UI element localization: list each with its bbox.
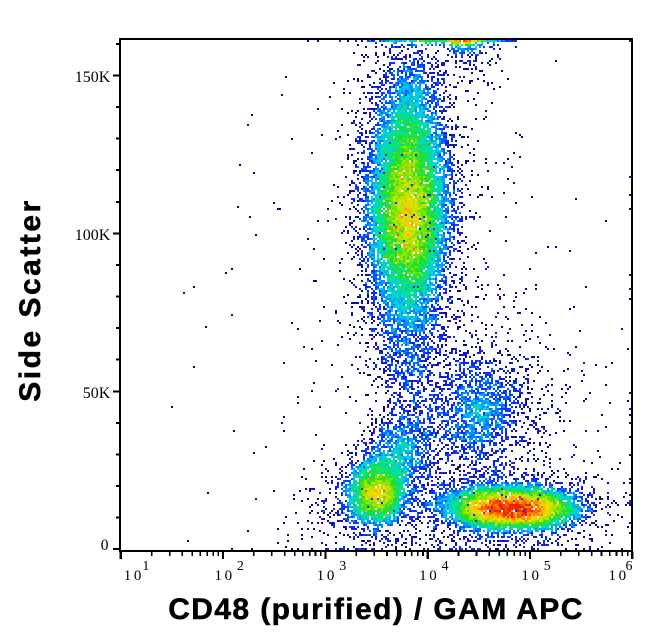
svg-text:10: 10 — [521, 568, 541, 584]
svg-text:Side Scatter: Side Scatter — [14, 198, 47, 401]
svg-text:0: 0 — [101, 537, 109, 554]
svg-text:50K: 50K — [83, 385, 111, 402]
svg-text:10: 10 — [124, 568, 144, 584]
svg-text:1: 1 — [142, 559, 149, 574]
svg-text:4: 4 — [442, 559, 449, 574]
svg-text:3: 3 — [339, 559, 346, 574]
svg-text:100K: 100K — [75, 227, 111, 244]
svg-text:5: 5 — [544, 559, 551, 574]
svg-text:2: 2 — [237, 559, 244, 574]
svg-text:CD48 (purified) / GAM APC: CD48 (purified) / GAM APC — [168, 593, 584, 626]
svg-text:10: 10 — [317, 568, 337, 584]
svg-text:10: 10 — [609, 568, 629, 584]
svg-text:10: 10 — [419, 568, 439, 584]
svg-text:6: 6 — [626, 559, 633, 574]
svg-text:10: 10 — [215, 568, 235, 584]
svg-text:150K: 150K — [75, 69, 111, 86]
